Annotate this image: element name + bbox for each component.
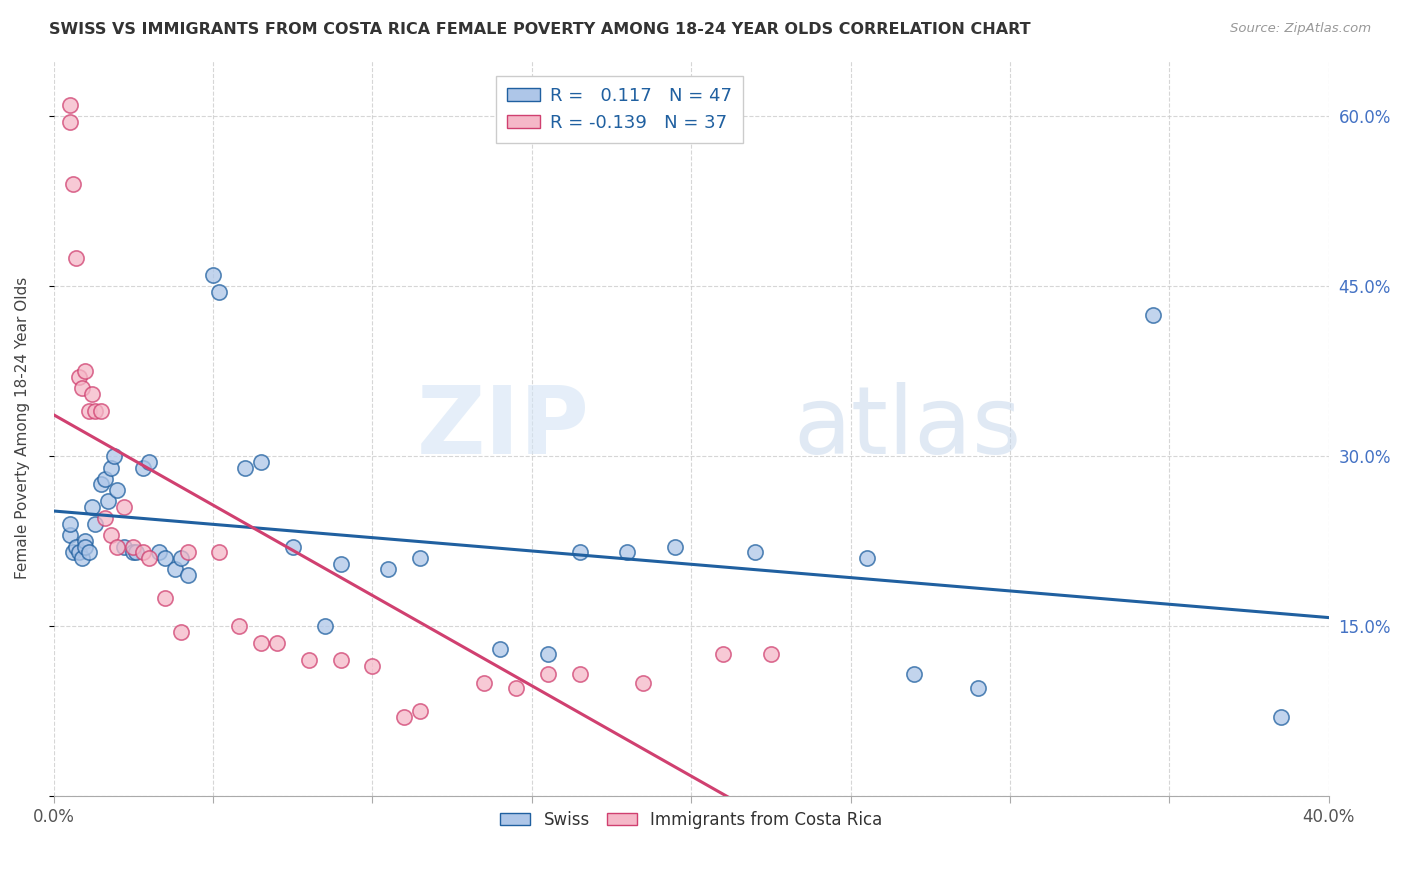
Point	[170, 624, 193, 639]
Point	[58, 528, 80, 542]
Point	[72, 551, 94, 566]
Point	[62, 178, 84, 192]
Point	[77, 545, 100, 559]
Text: SWISS VS IMMIGRANTS FROM COSTA RICA FEMALE POVERTY AMONG 18-24 YEAR OLDS CORRELA: SWISS VS IMMIGRANTS FROM COSTA RICA FEMA…	[49, 22, 1031, 37]
Point	[409, 704, 432, 718]
Y-axis label: Female Poverty Among 18-24 Year Olds: Female Poverty Among 18-24 Year Olds	[15, 277, 30, 579]
Point	[100, 528, 122, 542]
Point	[67, 369, 90, 384]
Point	[633, 675, 655, 690]
Point	[77, 404, 100, 418]
Point	[97, 494, 120, 508]
Point	[58, 517, 80, 532]
Point	[329, 557, 352, 571]
Point	[112, 540, 135, 554]
Point	[132, 545, 155, 559]
Point	[616, 545, 638, 559]
Point	[201, 268, 224, 282]
Point	[250, 636, 273, 650]
Point	[281, 540, 304, 554]
Point	[176, 545, 198, 559]
Point	[568, 666, 591, 681]
Point	[266, 636, 288, 650]
Point	[112, 500, 135, 515]
Point	[75, 534, 97, 549]
Text: Source: ZipAtlas.com: Source: ZipAtlas.com	[1230, 22, 1371, 36]
Point	[967, 681, 990, 696]
Point	[80, 500, 103, 515]
Point	[105, 540, 128, 554]
Point	[122, 540, 145, 554]
Point	[65, 540, 87, 554]
Point	[855, 551, 877, 566]
Point	[568, 545, 591, 559]
Point	[84, 404, 107, 418]
Point	[58, 98, 80, 112]
Point	[105, 483, 128, 498]
Point	[170, 551, 193, 566]
Point	[65, 251, 87, 265]
Point	[377, 562, 399, 576]
Point	[132, 460, 155, 475]
Point	[228, 619, 250, 633]
Point	[90, 404, 112, 418]
Point	[233, 460, 256, 475]
Point	[75, 364, 97, 378]
Point	[394, 710, 416, 724]
Point	[472, 675, 495, 690]
Point	[208, 545, 231, 559]
Point	[90, 477, 112, 491]
Point	[711, 648, 734, 662]
Point	[93, 472, 115, 486]
Point	[75, 540, 97, 554]
Point	[759, 648, 782, 662]
Point	[537, 666, 560, 681]
Point	[148, 545, 170, 559]
Legend: Swiss, Immigrants from Costa Rica: Swiss, Immigrants from Costa Rica	[494, 805, 889, 836]
Text: atlas: atlas	[793, 382, 1021, 474]
Point	[62, 545, 84, 559]
Text: ZIP: ZIP	[416, 382, 589, 474]
Point	[122, 545, 145, 559]
Point	[93, 511, 115, 525]
Point	[103, 449, 125, 463]
Point	[537, 648, 560, 662]
Point	[361, 658, 384, 673]
Point	[409, 551, 432, 566]
Point	[1142, 308, 1164, 322]
Point	[125, 545, 148, 559]
Point	[84, 517, 107, 532]
Point	[153, 551, 176, 566]
Point	[298, 653, 321, 667]
Point	[153, 591, 176, 605]
Point	[80, 387, 103, 401]
Point	[505, 681, 527, 696]
Point	[250, 455, 273, 469]
Point	[208, 285, 231, 299]
Point	[329, 653, 352, 667]
Point	[100, 460, 122, 475]
Point	[138, 455, 160, 469]
Point	[664, 540, 686, 554]
Point	[314, 619, 336, 633]
Point	[138, 551, 160, 566]
Point	[58, 115, 80, 129]
Point	[163, 562, 186, 576]
Point	[72, 381, 94, 395]
Point	[903, 666, 925, 681]
Point	[67, 545, 90, 559]
Point	[489, 641, 512, 656]
Point	[176, 568, 198, 582]
Point	[1270, 710, 1292, 724]
Point	[744, 545, 766, 559]
